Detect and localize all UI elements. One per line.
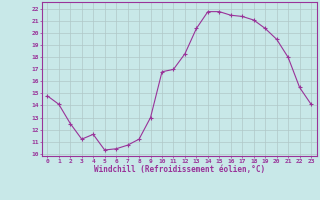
- X-axis label: Windchill (Refroidissement éolien,°C): Windchill (Refroidissement éolien,°C): [94, 165, 265, 174]
